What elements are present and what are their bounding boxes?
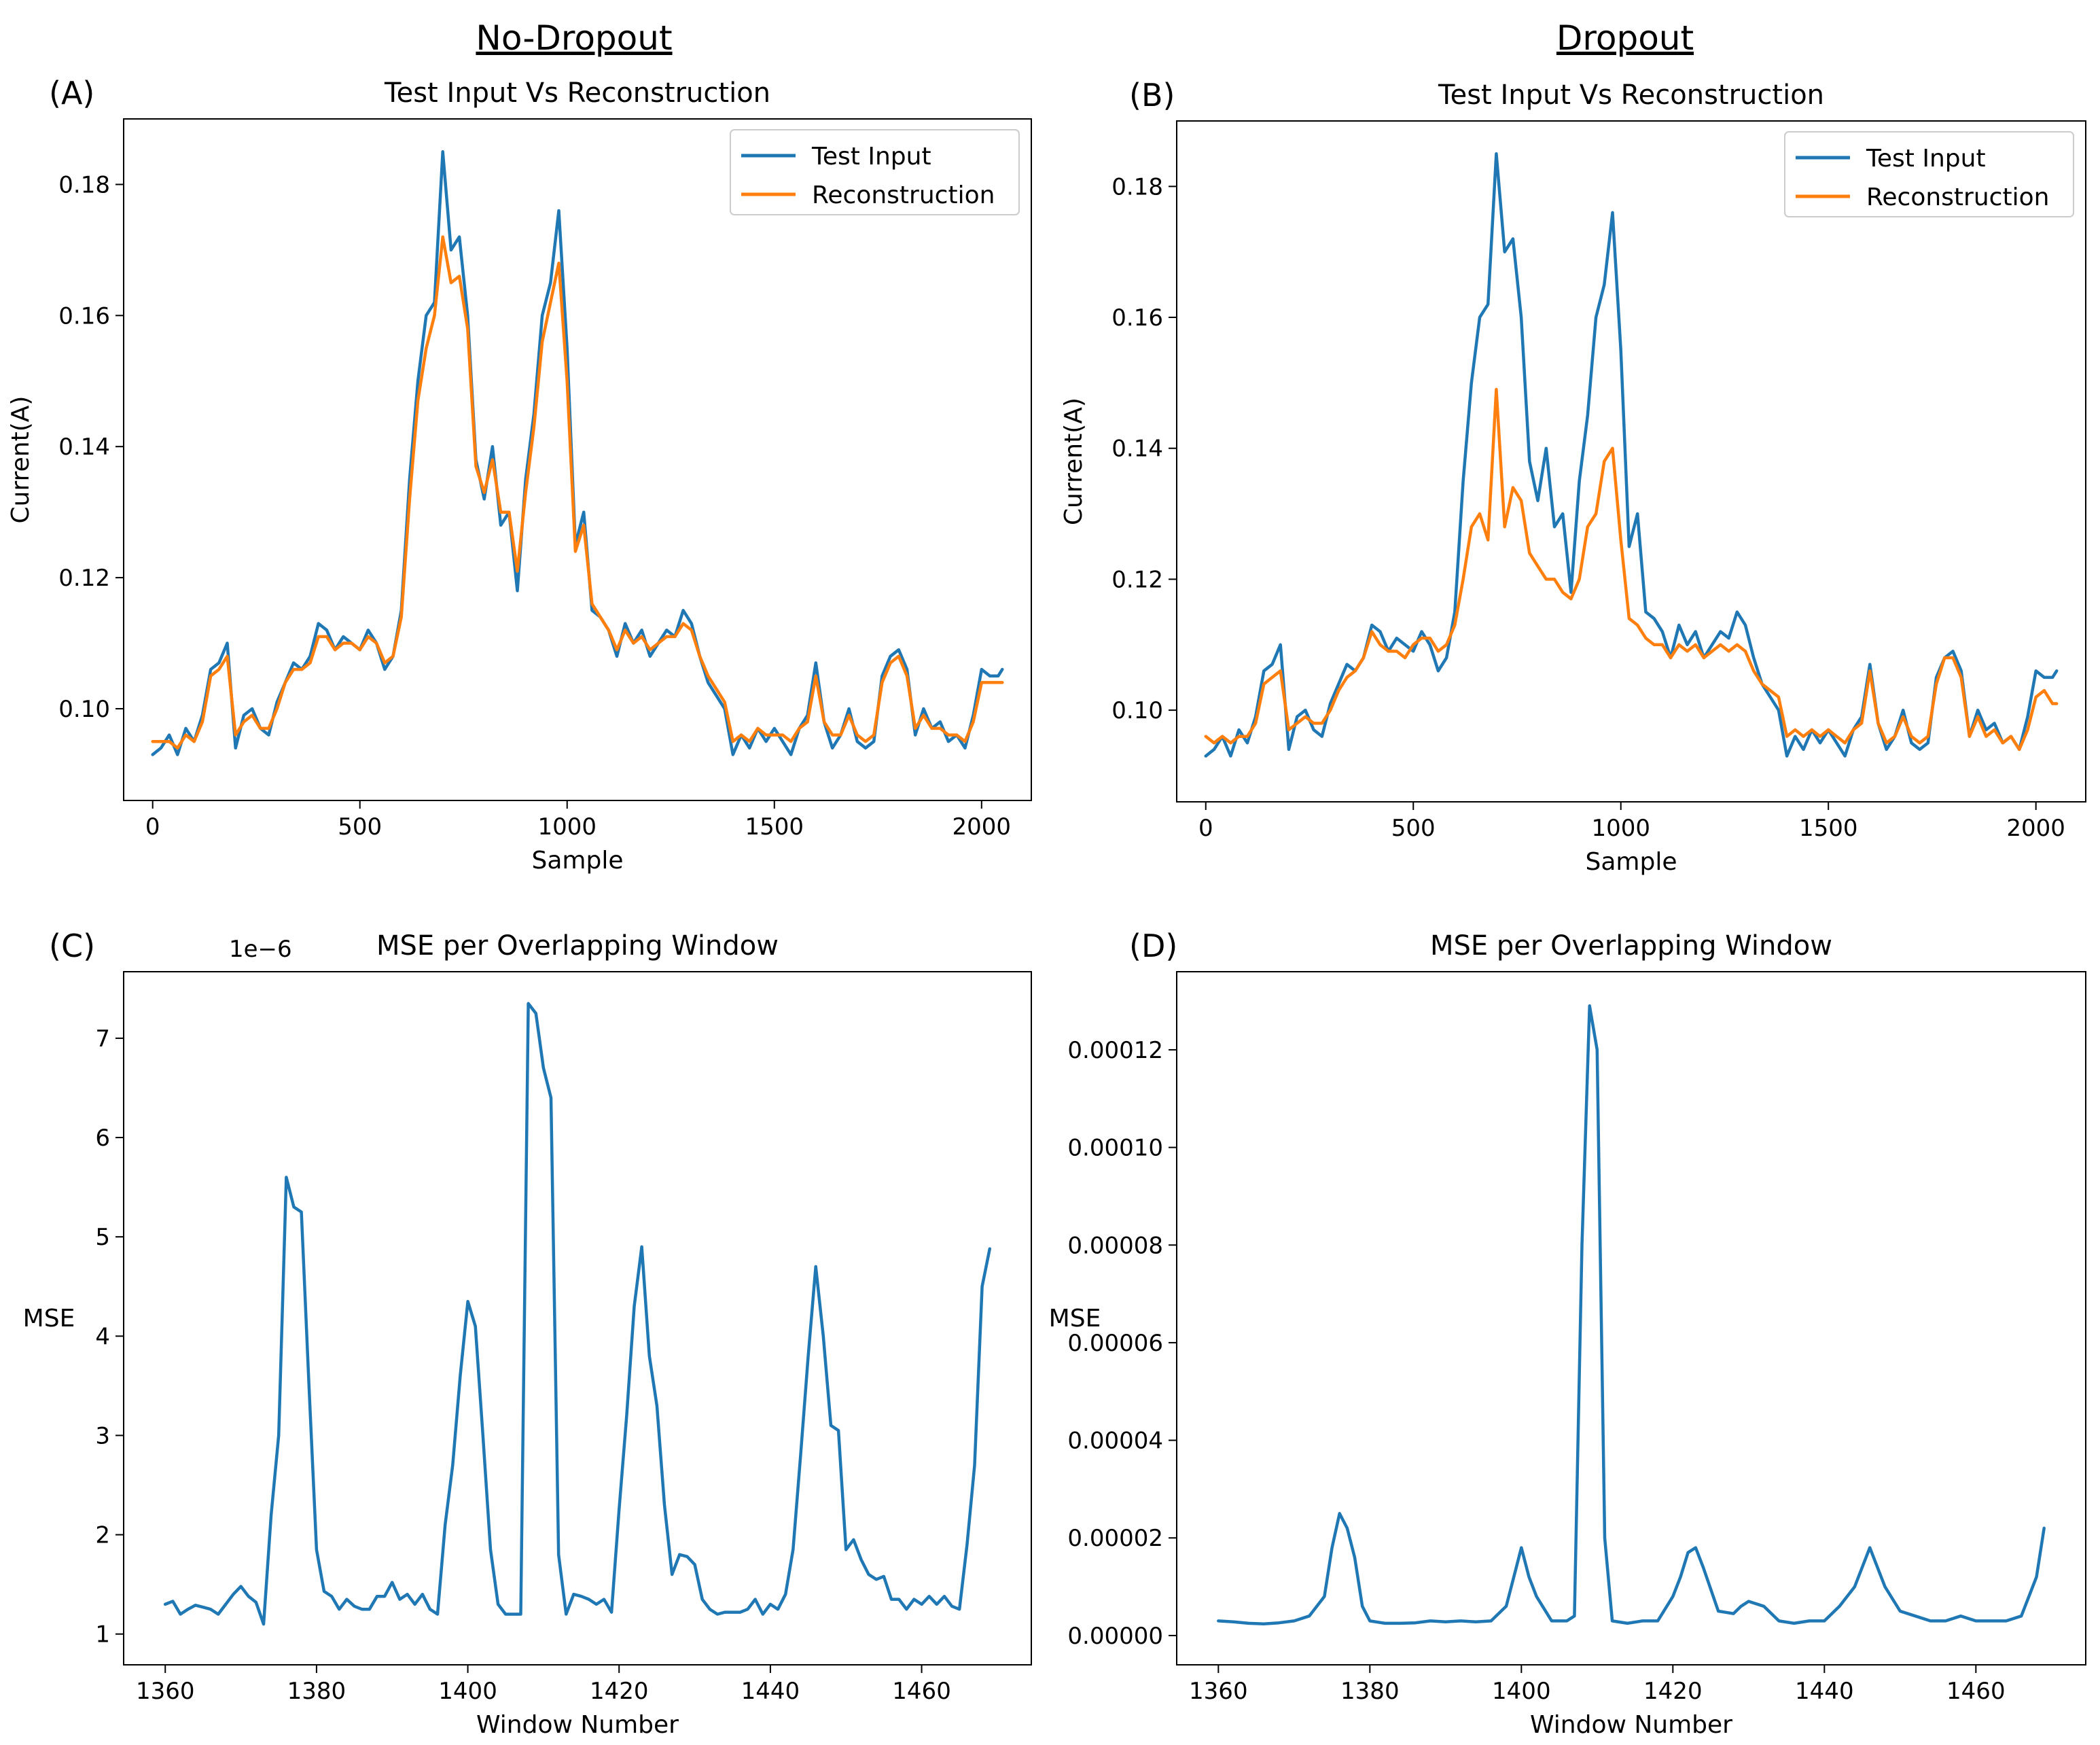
panel-label: (C) <box>49 928 95 964</box>
y-tick-label: 7 <box>95 1025 110 1053</box>
x-tick-label: 1000 <box>537 813 597 841</box>
y-tick-label: 0.14 <box>1111 436 1163 463</box>
y-tick-label: 0.00000 <box>1067 1623 1163 1650</box>
x-axis-label: Window Number <box>476 1711 679 1739</box>
x-tick-label: 500 <box>338 813 382 841</box>
y-axis-label: Current(A) <box>7 396 35 524</box>
panel-label: (A) <box>49 75 94 111</box>
legend-entry: Reconstruction <box>812 181 995 209</box>
panel-d: 1360 1380 1400 1420 1440 1460 0.00000 0.00002 0.… <box>1049 928 2086 1739</box>
y-axis-label: Current(A) <box>1060 398 1088 525</box>
legend-entry: Test Input <box>811 143 931 171</box>
y-tick-label: 0.12 <box>58 565 110 592</box>
plot-frame <box>123 118 1032 801</box>
panel-b: 0 500 1000 1500 2000 0.10 0.12 0.14 0.16 0.18 Samp… <box>1060 77 2086 876</box>
x-axis-label: Window Number <box>1530 1711 1732 1739</box>
legend-box <box>730 129 1020 215</box>
legend: Test Input Reconstruction <box>730 129 1020 215</box>
y-axis-label: MSE <box>23 1305 75 1333</box>
x-tick-label: 2000 <box>953 813 1012 841</box>
plot-frame <box>1176 120 2086 803</box>
x-tick-label: 1380 <box>1340 1678 1400 1705</box>
y-tick-label: 3 <box>95 1422 110 1449</box>
y-tick-label: 0.00004 <box>1067 1428 1163 1455</box>
panel-c: 1360 1380 1400 1420 1440 1460 1 2 3 4 5 6 7 Window Nu… <box>23 928 1032 1739</box>
y-tick-label: 0.14 <box>58 434 110 461</box>
legend-entry: Reconstruction <box>1866 183 2049 211</box>
legend-box <box>1784 131 2074 217</box>
panel-title: MSE per Overlapping Window <box>1430 930 1832 962</box>
panel-title: Test Input Vs Reconstruction <box>1438 80 1824 111</box>
y-tick-label: 0.00010 <box>1067 1135 1163 1162</box>
y-tick-label: 0.00002 <box>1067 1525 1163 1552</box>
x-tick-label: 1440 <box>1795 1678 1854 1705</box>
legend: Test Input Reconstruction <box>1784 131 2074 217</box>
x-tick-label: 0 <box>145 813 160 841</box>
y-tick-label: 2 <box>95 1522 110 1549</box>
x-tick-label: 1000 <box>1591 815 1650 842</box>
panel-title: MSE per Overlapping Window <box>376 930 779 962</box>
y-tick-label: 4 <box>95 1323 110 1350</box>
series-line-reconstruction <box>151 235 1004 750</box>
panel-title: Test Input Vs Reconstruction <box>384 77 770 109</box>
panel-label: (B) <box>1129 77 1175 113</box>
y-tick-label: 0.10 <box>1111 697 1163 724</box>
series-line-test-input <box>151 149 1004 756</box>
x-tick-label: 0 <box>1198 815 1213 842</box>
y-axis-offset-label: 1e−6 <box>229 936 292 963</box>
panel-label: (D) <box>1129 928 1177 964</box>
y-tick-label: 0.10 <box>58 696 110 723</box>
x-axis-label: Sample <box>532 847 624 875</box>
y-tick-label: 0.12 <box>1111 566 1163 593</box>
series-line-mse <box>163 1002 992 1626</box>
y-tick-label: 0.00006 <box>1067 1330 1163 1357</box>
x-tick-label: 1460 <box>1946 1678 2006 1705</box>
x-tick-label: 1500 <box>745 813 804 841</box>
y-tick-label: 0.18 <box>58 171 110 198</box>
x-tick-label: 1420 <box>590 1678 649 1705</box>
y-tick-label: 0.18 <box>1111 173 1163 200</box>
x-tick-label: 1400 <box>438 1678 497 1705</box>
x-tick-label: 1460 <box>892 1678 951 1705</box>
y-tick-label: 0.00008 <box>1067 1232 1163 1259</box>
plot-frame <box>123 971 1032 1665</box>
panels: 0 500 1000 1500 20000.100.120.140.160.18Samp… <box>7 75 2086 1739</box>
y-tick-label: 6 <box>95 1125 110 1152</box>
series-line-test-input <box>1204 152 2059 758</box>
x-tick-label: 1360 <box>136 1678 195 1705</box>
panel-a: 0 500 1000 1500 2000 0.10 0.12 0.14 0.16 0.18 Samp… <box>7 75 1032 875</box>
x-tick-label: 1360 <box>1189 1678 1248 1705</box>
y-tick-label: 0.16 <box>58 302 110 330</box>
column-title-no-dropout: No-Dropout <box>476 18 672 58</box>
x-tick-label: 1500 <box>1799 815 1858 842</box>
x-tick-label: 1440 <box>741 1678 800 1705</box>
plot-frame <box>1176 971 2086 1665</box>
y-tick-label: 0.00012 <box>1067 1037 1163 1064</box>
series-line-reconstruction <box>1204 387 2059 752</box>
y-tick-label: 0.16 <box>1111 304 1163 332</box>
x-tick-label: 1380 <box>287 1678 346 1705</box>
x-tick-label: 2000 <box>2006 815 2065 842</box>
column-title-dropout: Dropout <box>1556 18 1694 58</box>
x-tick-label: 1420 <box>1643 1678 1703 1705</box>
y-tick-label: 5 <box>95 1224 110 1251</box>
x-tick-label: 500 <box>1391 815 1436 842</box>
legend-entry: Test Input <box>1866 145 1986 173</box>
x-axis-label: Sample <box>1586 848 1677 876</box>
y-tick-label: 1 <box>95 1621 110 1649</box>
y-axis-label: MSE <box>1049 1305 1101 1333</box>
series-line-mse <box>1217 1004 2046 1625</box>
x-tick-label: 1400 <box>1492 1678 1551 1705</box>
